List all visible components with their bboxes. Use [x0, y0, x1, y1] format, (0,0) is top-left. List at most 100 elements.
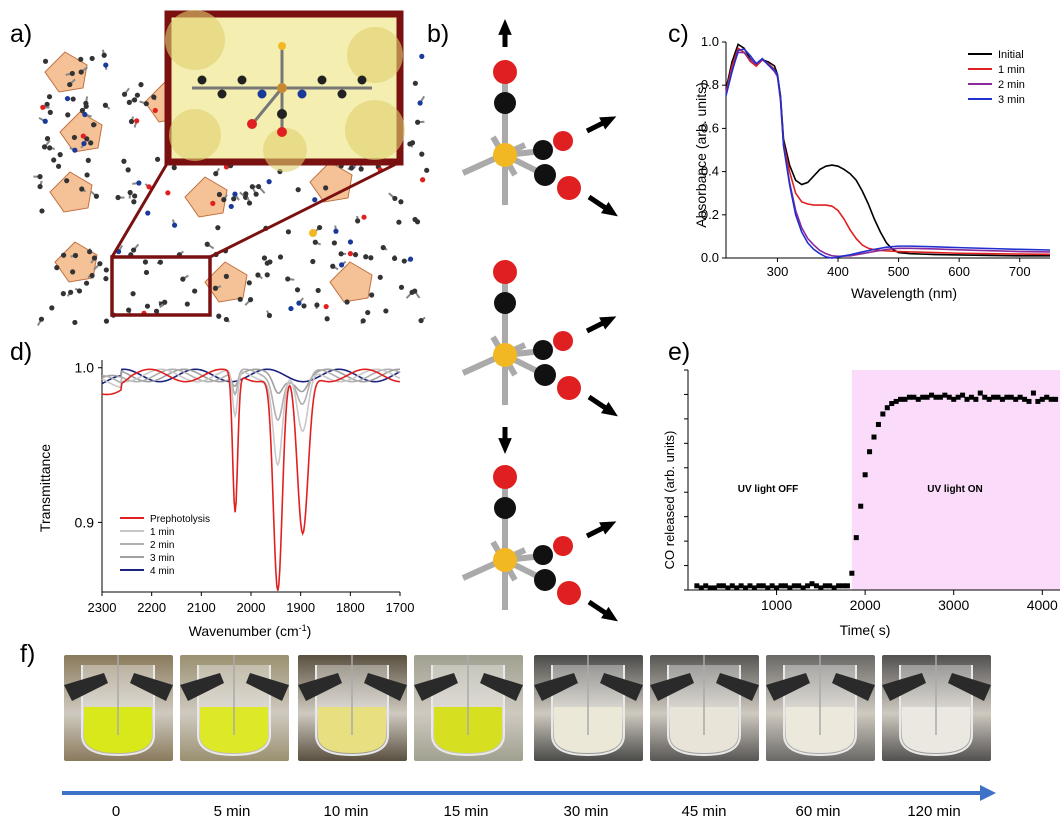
atom: [348, 165, 354, 171]
sulfur-atom: [278, 42, 286, 50]
pore-blob-2: [169, 109, 221, 161]
atom: [103, 267, 109, 273]
atom: [323, 185, 329, 191]
ring-atom: [357, 75, 367, 85]
vial-photo-2: [298, 655, 407, 761]
data-point: [782, 583, 788, 589]
atom: [360, 318, 366, 324]
atom: [47, 145, 53, 151]
pore-blob-0: [165, 10, 225, 70]
time-label-4: 30 min: [563, 803, 609, 820]
legend-label-0: Prephotolysis: [150, 514, 210, 525]
x-tick-label: 300: [767, 264, 789, 279]
data-point: [1008, 394, 1014, 400]
atom: [37, 183, 43, 190]
arrow-up-head: [498, 19, 512, 35]
data-point: [911, 394, 917, 400]
atom: [369, 292, 375, 298]
atom: [132, 193, 138, 199]
series-line-0: [725, 43, 1050, 257]
legend-label-3: 3 min: [150, 553, 174, 564]
time-label-2: 10 min: [323, 803, 369, 820]
atom: [134, 118, 140, 124]
data-point: [906, 394, 912, 400]
data-point: [831, 585, 837, 591]
x-tick-label: 2300: [88, 600, 117, 615]
data-point: [769, 583, 775, 589]
atom: [315, 287, 321, 294]
arrow-down-head: [498, 438, 512, 454]
metal-cluster-2: [49, 171, 93, 213]
co-release-chart: Time( s) CO released (arb. units) UV lig…: [662, 369, 1060, 638]
atom: [288, 305, 294, 312]
vial-photo-5: [650, 655, 759, 761]
atom: [223, 316, 229, 323]
arrow-right-up-head: [599, 521, 617, 535]
atom: [414, 219, 421, 225]
x-tick-label: 4000: [1027, 597, 1058, 613]
x-tick-label: 1900: [286, 600, 315, 615]
atom: [331, 240, 337, 246]
chart-d-ylabel: Transmittance: [37, 444, 53, 532]
atom: [396, 219, 402, 225]
y-tick-label: 0.8: [701, 77, 719, 92]
atom: [317, 224, 323, 231]
atom: [64, 178, 70, 184]
time-label-1: 5 min: [213, 803, 251, 820]
atom: [264, 272, 270, 278]
atom: [419, 53, 425, 59]
oxygen-atom: [553, 131, 573, 151]
chart-d-xlabel: Wavenumber (cm-1): [189, 623, 312, 639]
data-point: [747, 583, 753, 589]
atom: [79, 107, 86, 114]
carbon-atom: [494, 497, 516, 519]
data-point: [778, 583, 784, 589]
data-point: [858, 503, 864, 509]
atom: [153, 308, 160, 314]
data-point: [1026, 398, 1032, 404]
atom: [377, 274, 383, 280]
atom: [126, 307, 132, 313]
x-tick-label: 1000: [761, 597, 792, 613]
atom: [103, 318, 110, 324]
y-tick-label: 1.0: [701, 34, 719, 49]
chart-e-ylabel: CO released (arb. units): [662, 431, 677, 570]
carbon-atom: [534, 364, 556, 386]
timeline-arrow: [62, 785, 996, 801]
atom: [266, 312, 273, 319]
data-point: [898, 396, 904, 402]
panel-label-f: f): [20, 640, 36, 668]
ring-atom: [337, 89, 347, 99]
atom: [42, 58, 49, 64]
atom: [103, 62, 109, 68]
x-tick-label: 400: [827, 264, 849, 279]
atom: [184, 301, 190, 307]
atom: [253, 191, 259, 197]
oxygen-atom: [493, 465, 517, 489]
atom: [249, 184, 255, 190]
data-point: [738, 583, 744, 589]
atom: [101, 52, 107, 58]
data-point: [703, 583, 709, 589]
data-point: [955, 394, 961, 400]
atom: [41, 144, 48, 150]
atom: [368, 255, 374, 261]
y-tick-label: 1.0: [75, 360, 95, 376]
chart-e-xlabel: Time( s): [840, 622, 891, 638]
chart-c-ylabel: Absorbance (arb. units): [693, 82, 709, 228]
bond: [252, 87, 284, 123]
atom: [365, 309, 371, 316]
atom: [131, 199, 137, 205]
atom: [401, 258, 407, 264]
data-point: [822, 583, 828, 589]
data-point: [1048, 396, 1054, 402]
time-label-6: 60 min: [795, 803, 841, 820]
oxygen-atom: [557, 376, 581, 400]
pore-blob-3: [345, 100, 405, 160]
ir-series-2: [101, 368, 401, 422]
ring-atom: [317, 75, 327, 85]
x-tick-label: 3000: [938, 597, 969, 613]
atom: [223, 164, 230, 170]
atom: [301, 303, 307, 309]
atom: [102, 102, 109, 108]
